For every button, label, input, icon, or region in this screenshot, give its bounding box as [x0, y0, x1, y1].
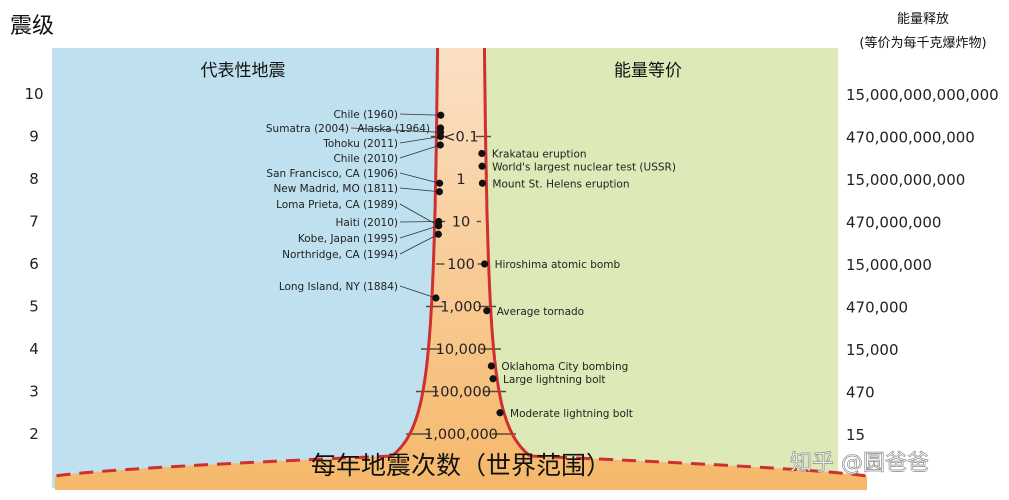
frequency-label: 1,000 — [440, 300, 482, 316]
earthquake-dot — [436, 132, 445, 141]
earthquake-label: Long Island, NY (1884) — [279, 281, 398, 293]
watermark: 知乎 @圆爸爸 — [790, 451, 929, 476]
earthquake-label: New Madrid, MO (1811) — [273, 183, 398, 195]
frequency-label: <0.1 — [443, 130, 478, 146]
earthquake-leader-line — [399, 136, 441, 144]
energy-event-dot — [496, 409, 504, 417]
y-axis-title: 震级 — [10, 14, 54, 39]
earthquake-leader-line — [399, 285, 437, 299]
earthquake-leader-line — [399, 172, 440, 184]
earthquake-label: Northridge, CA (1994) — [282, 249, 398, 261]
energy-event-label: Oklahoma City bombing — [501, 361, 628, 373]
earthquake-label: Loma Prieta, CA (1989) — [276, 199, 398, 211]
energy-event-label: Large lightning bolt — [503, 374, 606, 386]
earthquake-dot — [434, 230, 442, 238]
magnitude-tick-label: 3 — [29, 383, 39, 401]
right-panel-background — [470, 48, 838, 488]
earthquake-events: Chile (1960) Sumatra (2004) Alaska (1964) T… — [266, 109, 445, 302]
earthquake-dot — [436, 141, 444, 149]
earthquake-label: Alaska (1964) — [357, 123, 430, 135]
earthquake-leader-line — [399, 187, 440, 193]
energy-value-label: 15 — [846, 426, 865, 444]
right-funnel-curve — [483, 48, 531, 458]
frequency-label: 10,000 — [436, 342, 487, 358]
earthquake-dot — [436, 124, 445, 132]
magnitude-tick-label: 6 — [29, 255, 39, 273]
magnitude-tick-label: 5 — [29, 298, 39, 316]
energy-value-label: 470,000,000 — [846, 214, 941, 232]
energy-event-label: Krakatau eruption — [492, 149, 587, 161]
left-funnel-curve — [391, 48, 439, 458]
funnel-area — [55, 48, 867, 490]
energy-value-label: 15,000,000,000,000 — [846, 86, 999, 104]
left-curve-extension — [54, 454, 393, 478]
earthquake-dot — [437, 111, 445, 119]
earthquake-leader-line — [350, 127, 441, 133]
earthquake-label: Chile (2010) — [333, 153, 398, 165]
energy-event-dot — [478, 162, 486, 170]
magnitude-tick-label: 2 — [29, 425, 39, 443]
energy-value-label: 470,000,000,000 — [846, 129, 975, 147]
frequency-label: 10 — [452, 215, 470, 231]
frequency-label: 100,000 — [431, 385, 491, 401]
earthquake-label: Kobe, Japan (1995) — [298, 233, 398, 245]
earthquake-label: Chile (1960) — [333, 109, 398, 121]
energy-event-dot — [489, 375, 497, 383]
frequency-label: 100 — [447, 257, 475, 273]
left-panel-background — [52, 48, 452, 488]
earthquake-leader-line — [399, 221, 439, 223]
energy-event-label: Average tornado — [497, 306, 584, 318]
energy-event-dot — [478, 149, 486, 158]
earthquake-leader-line — [399, 203, 439, 227]
bottom-title: 每年地震次数（世界范围） — [311, 451, 611, 480]
frequency-label: 1 — [456, 172, 465, 188]
earthquake-leader-line — [399, 233, 439, 255]
magnitude-tick-label: 9 — [29, 128, 39, 146]
earthquake-dot — [436, 179, 444, 187]
earthquake-dot — [432, 294, 440, 302]
energy-value-label: 15,000,000 — [846, 256, 932, 274]
magnitude-tick-label: 10 — [24, 85, 43, 103]
energy-event-dot — [487, 362, 495, 370]
magnitude-tick-label: 8 — [29, 170, 39, 188]
earthquake-leader-line — [399, 144, 441, 159]
energy-event-label: World's largest nuclear test (USSR) — [492, 161, 676, 173]
earthquake-label: Sumatra (2004) — [266, 123, 349, 135]
energy-value-label: 15,000,000,000 — [846, 171, 965, 189]
energy-header-title: 能量释放 — [897, 12, 949, 27]
magnitude-tick-label: 4 — [29, 340, 39, 358]
earthquake-leader-line — [399, 113, 441, 116]
energy-event-label: Hiroshima atomic bomb — [495, 259, 621, 271]
magnitude-axis: 10 9 8 7 6 5 4 3 2 — [24, 85, 43, 443]
energy-event-label: Mount St. Helens eruption — [492, 178, 629, 190]
energy-value-label: 15,000 — [846, 341, 899, 359]
magnitude-tick-label: 7 — [29, 213, 39, 231]
earthquake-dot — [434, 222, 443, 230]
energy-event-label: Moderate lightning bolt — [510, 408, 633, 420]
energy-header-subtitle: (等价为每千克爆炸物) — [859, 35, 986, 51]
right-panel-title: 能量等价 — [614, 61, 682, 81]
earthquake-label: Haiti (2010) — [335, 217, 398, 229]
earthquake-label: Tohoku (2011) — [322, 138, 398, 150]
energy-event-dot — [483, 307, 491, 315]
earthquake-leader-line — [399, 225, 439, 239]
energy-value-label: 470,000 — [846, 299, 908, 317]
energy-event-dot — [481, 260, 489, 268]
right-curve-extension — [529, 454, 868, 478]
energy-value-label: 470 — [846, 384, 875, 402]
earthquake-label: San Francisco, CA (1906) — [266, 168, 398, 180]
earthquake-dot — [435, 188, 444, 196]
left-panel-title: 代表性地震 — [201, 61, 286, 81]
energy-event-dot — [478, 179, 486, 187]
energy-axis: 15,000,000,000,000 470,000,000,000 15,000,… — [846, 86, 999, 444]
frequency-label: 1,000,000 — [424, 427, 498, 443]
frequency-labels: <0.1 1 10 100 1,000 10,000 100,000 1,000,000 — [424, 130, 498, 444]
